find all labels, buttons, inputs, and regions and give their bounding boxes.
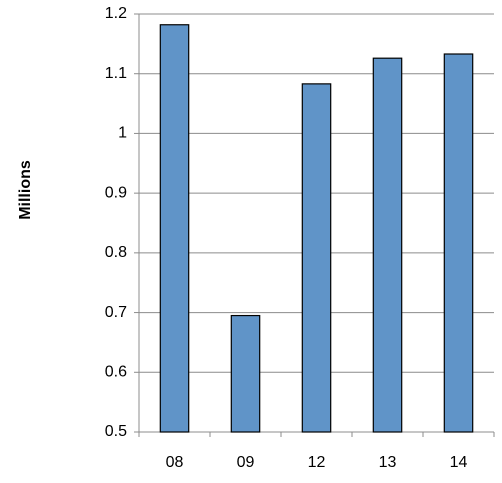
y-tick-label: 1.2 [105, 5, 127, 22]
bar [159, 24, 190, 433]
y-tick-label: 0.5 [105, 423, 127, 440]
x-tick-label: 09 [237, 454, 255, 471]
bar [301, 83, 332, 433]
y-tick-label: 0.9 [105, 184, 127, 201]
bar [372, 57, 403, 433]
bar [443, 53, 474, 433]
y-tick-label: 0.7 [105, 304, 127, 321]
x-tick-label: 13 [379, 454, 397, 471]
bar [230, 314, 261, 433]
x-tick-label: 12 [308, 454, 326, 471]
x-tick-label: 14 [450, 454, 468, 471]
y-tick-label: 0.6 [105, 364, 127, 381]
x-tick-label: 08 [166, 454, 184, 471]
y-tick-label: 1 [118, 125, 127, 142]
y-axis-label: Millions [17, 160, 34, 220]
y-tick-label: 0.8 [105, 244, 127, 261]
y-tick-label: 1.1 [105, 65, 127, 82]
